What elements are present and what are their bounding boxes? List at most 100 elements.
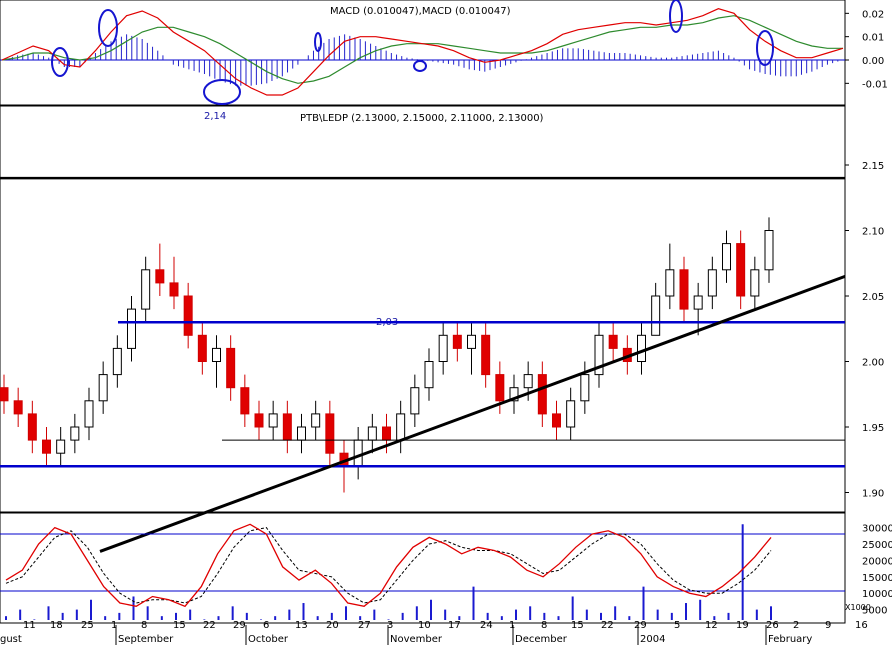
candle-body <box>13 400 23 415</box>
price-candle <box>764 217 774 283</box>
macd-signal-line <box>1 15 843 84</box>
candle-body <box>509 387 519 402</box>
price-candle <box>112 335 122 388</box>
candle-body <box>665 269 675 297</box>
price-candle <box>452 322 462 362</box>
x-month-label: December <box>515 634 568 645</box>
price-candle <box>56 427 66 467</box>
x-day-label: 2 <box>793 620 799 631</box>
price-candle <box>42 427 51 467</box>
price-y-tick-label: 2.05 <box>862 292 884 303</box>
price-candle <box>467 322 476 375</box>
price-candle <box>679 256 689 323</box>
price-trendline <box>99 274 846 553</box>
candle-body <box>722 243 731 271</box>
price-candle <box>169 256 179 310</box>
price-candle <box>424 348 434 401</box>
macd-panel <box>0 0 846 106</box>
price-candle <box>183 282 193 349</box>
macd-highlight-ellipse <box>98 9 118 47</box>
price-y-tick-label: 2.00 <box>862 358 884 369</box>
candle-body <box>254 413 264 428</box>
x-day-label: 13 <box>295 620 308 631</box>
price-candle <box>736 230 746 310</box>
macd-macd-line <box>1 8 844 96</box>
price-candle <box>481 322 491 388</box>
price-candle <box>410 374 420 427</box>
candle-body <box>410 387 420 415</box>
candle-body <box>169 282 179 297</box>
x-day-label: 6 <box>263 620 269 631</box>
candle-body <box>311 413 321 428</box>
price-candle <box>13 387 23 427</box>
x-day-label: 25 <box>81 620 94 631</box>
candle-body <box>197 334 207 362</box>
candle-body <box>183 295 193 336</box>
x-month-label: February <box>768 634 812 645</box>
price-candle <box>0 374 9 414</box>
price-panel <box>0 105 846 513</box>
candle-body <box>679 269 689 310</box>
price-candle <box>268 400 278 441</box>
x-day-label: 5 <box>674 620 680 631</box>
macd-highlight-ellipse <box>314 32 322 52</box>
candle-body <box>750 269 760 297</box>
x-day-label: 29 <box>233 620 246 631</box>
price-candle <box>722 230 731 283</box>
candle-body <box>481 334 491 376</box>
indicator-y-tick-label: 20000 <box>862 556 892 567</box>
x-month-label: November <box>390 634 443 645</box>
x-day-label: 18 <box>50 620 63 631</box>
candle-body <box>580 374 590 402</box>
x-month-label: October <box>248 634 289 645</box>
x-day-label: 15 <box>173 620 186 631</box>
price-candle <box>396 400 406 454</box>
price-candle <box>594 322 604 388</box>
x-day-label: 3 <box>387 620 393 631</box>
price-candle <box>367 413 377 454</box>
candle-body <box>707 269 717 297</box>
price-candle <box>552 400 561 441</box>
candle-body <box>27 413 37 441</box>
candle-body <box>127 308 136 349</box>
price-candle <box>254 400 264 441</box>
candle-body <box>651 295 661 336</box>
macd-y-tick-label: -0.01 <box>862 79 888 90</box>
x-month-label: September <box>118 634 174 645</box>
price-title: PTB\LEDP (2.13000, 2.15000, 2.11000, 2.1… <box>300 113 544 124</box>
price-candle <box>197 322 207 375</box>
price-candle <box>353 427 363 480</box>
x-day-label: 8 <box>141 620 147 631</box>
x-day-label: 11 <box>23 620 36 631</box>
price-candle <box>84 387 94 441</box>
price-candle <box>226 335 236 401</box>
x-day-label: 10 <box>418 620 431 631</box>
macd-y-tick-label: 0.00 <box>862 56 884 67</box>
candle-body <box>297 426 306 441</box>
candle-body <box>112 347 122 376</box>
indicator-y-tick-label: 30000 <box>862 524 892 535</box>
candle-body <box>467 334 476 349</box>
macd-highlight-ellipse <box>203 79 241 105</box>
macd-highlight-ellipse <box>756 30 774 66</box>
x-day-label: 26 <box>766 620 779 631</box>
x-day-label: 1 <box>111 620 117 631</box>
candle-body <box>396 413 406 441</box>
candle-body <box>452 334 462 349</box>
candle-body <box>537 374 547 415</box>
x-day-label: 27 <box>358 620 371 631</box>
x-day-label: 22 <box>203 620 216 631</box>
price-candle <box>98 361 108 414</box>
candle-body <box>693 295 703 310</box>
candle-body <box>495 374 505 402</box>
candle-body <box>226 347 236 389</box>
macd-y-tick-label: 0.01 <box>862 33 884 44</box>
indicator-y-tick-label: 25000 <box>862 540 892 551</box>
price-candle <box>537 361 547 427</box>
candle-body <box>42 439 51 454</box>
indicator-y-tick-label: 15000 <box>862 573 892 584</box>
x-day-label: 20 <box>326 620 339 631</box>
